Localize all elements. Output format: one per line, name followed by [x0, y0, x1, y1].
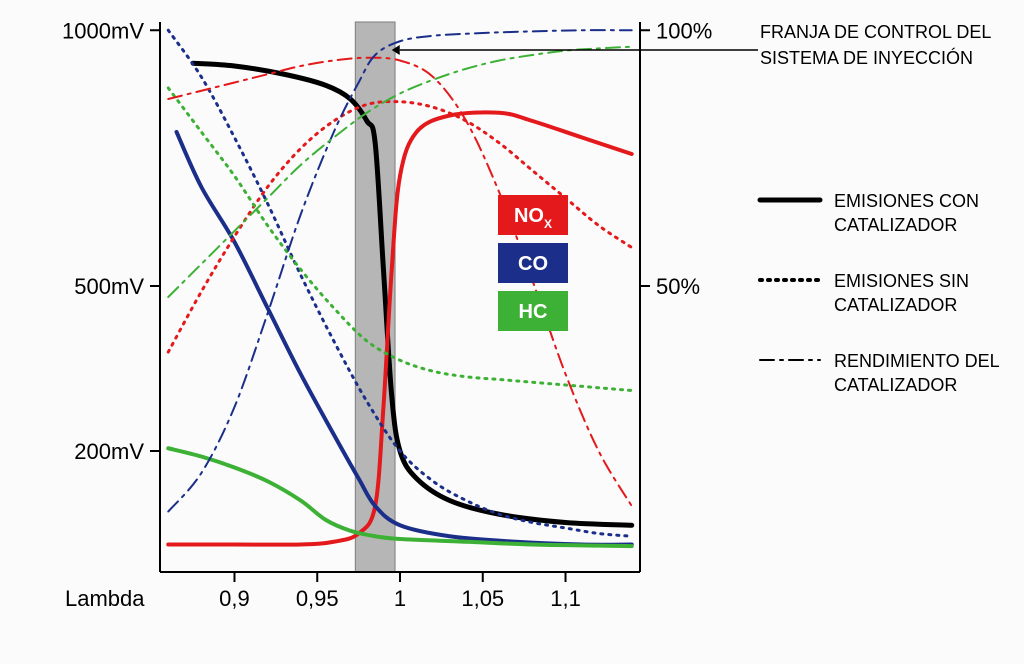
x-axis-title: Lambda	[65, 586, 145, 611]
legend-label: EMISIONES SIN	[834, 271, 969, 291]
legend-label: CATALIZADOR	[834, 215, 957, 235]
x-tick-label: 1,05	[461, 586, 504, 611]
x-tick-label: 0,95	[296, 586, 339, 611]
y-left-tick-label: 200mV	[74, 439, 144, 464]
annotation-text: FRANJA DE CONTROL DEL	[760, 22, 991, 42]
y-left-tick-label: 1000mV	[62, 18, 144, 43]
series-co_dotted	[168, 30, 631, 536]
legend-label: EMISIONES CON	[834, 191, 979, 211]
legend-label: RENDIMIENTO DEL	[834, 351, 1000, 371]
annotation-text: SISTEMA DE INYECCIÓN	[760, 47, 973, 68]
y-left-tick-label: 500mV	[74, 274, 144, 299]
legend-label: CATALIZADOR	[834, 375, 957, 395]
y-right-tick-label: 50%	[656, 274, 700, 299]
x-tick-label: 1	[394, 586, 406, 611]
series-co_solid	[177, 132, 632, 545]
series-hc_dotted	[168, 88, 631, 391]
chem-box-label: HC	[519, 301, 548, 323]
x-tick-label: 1,1	[550, 586, 581, 611]
series-hc_solid	[168, 448, 631, 546]
legend-label: CATALIZADOR	[834, 295, 957, 315]
x-tick-label: 0,9	[219, 586, 250, 611]
y-right-tick-label: 100%	[656, 18, 712, 43]
chem-box-label: CO	[518, 253, 548, 275]
